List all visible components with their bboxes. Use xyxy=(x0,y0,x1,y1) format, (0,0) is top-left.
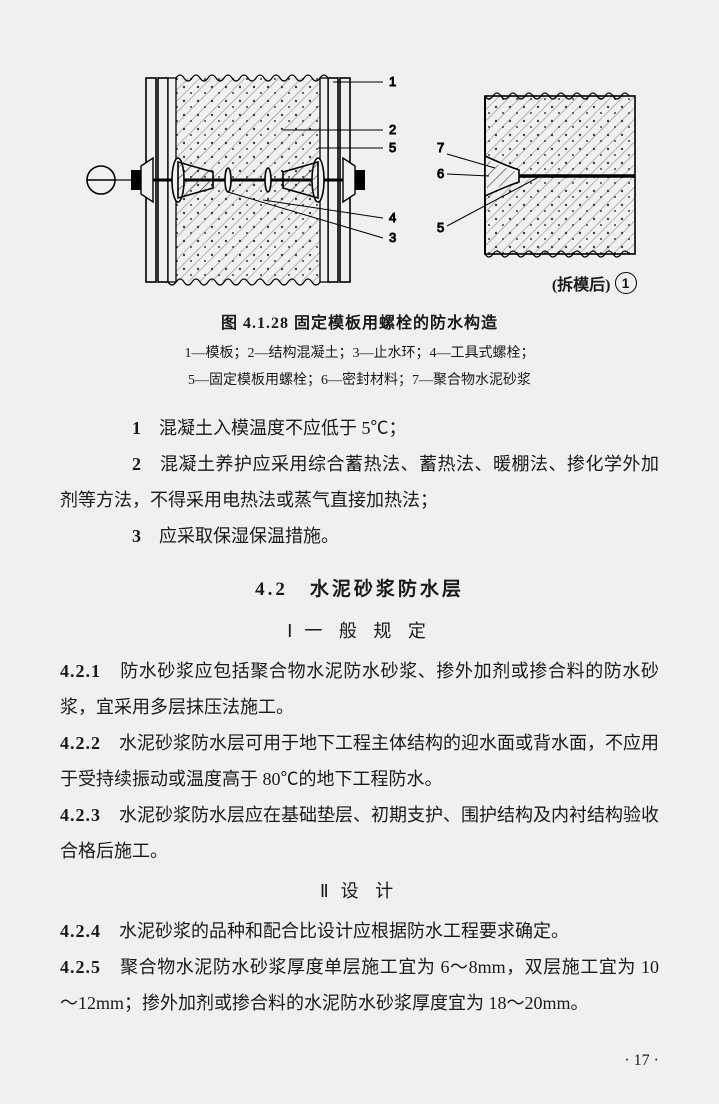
p424-label: 4.2.4 xyxy=(60,921,101,941)
clause-1: 1 混凝土入模温度不应低于 5℃； xyxy=(60,410,659,446)
para-422: 4.2.2 水泥砂浆防水层可用于地下工程主体结构的迎水面或背水面，不应用于受持续… xyxy=(60,725,659,797)
leader-5a: 5 xyxy=(389,140,396,155)
clause-3-text: 应采取保湿保温措施。 xyxy=(159,526,339,546)
sub2-title: 设 计 xyxy=(341,881,400,901)
figure-right: 7 6 5 xyxy=(437,90,637,265)
figure-title: 图 4.1.28 固定模板用螺栓的防水构造 xyxy=(60,309,659,333)
leader-r7: 7 xyxy=(437,140,444,155)
para-425: 4.2.5 聚合物水泥防水砂浆厚度单层施工宜为 6～8mm，双层施工宜为 10～… xyxy=(60,949,659,1021)
subsection-2: Ⅱ 设 计 xyxy=(60,877,659,903)
leader-1: 1 xyxy=(389,74,396,89)
para-423: 4.2.3 水泥砂浆防水层应在基础垫层、初期支护、围护结构及内衬结构验收合格后施… xyxy=(60,797,659,869)
subsection-1: Ⅰ 一 般 规 定 xyxy=(60,617,659,643)
p421-text: 防水砂浆应包括聚合物水泥防水砂浆、掺外加剂或掺合料的防水砂浆，宜采用多层抹压法施… xyxy=(60,661,659,717)
leader-r6: 6 xyxy=(437,166,444,181)
section-num: 4.2 xyxy=(255,579,288,600)
clause-1-text: 混凝土入模温度不应低于 5℃； xyxy=(159,418,407,438)
p422-label: 4.2.2 xyxy=(60,733,101,753)
para-424: 4.2.4 水泥砂浆的品种和配合比设计应根据防水工程要求确定。 xyxy=(60,913,659,949)
clause-3-num: 3 xyxy=(96,518,141,554)
figure-right-svg: 7 6 5 xyxy=(437,90,637,260)
section-title: 4.2 水泥砂浆防水层 xyxy=(60,574,659,601)
sub1-title: 一 般 规 定 xyxy=(304,621,432,641)
p425-text: 聚合物水泥防水砂浆厚度单层施工宜为 6～8mm，双层施工宜为 10～12mm；掺… xyxy=(60,957,659,1013)
page-number: · 17 · xyxy=(624,1052,659,1070)
clause-2-num: 2 xyxy=(96,446,141,482)
sub2-roman: Ⅱ xyxy=(320,881,329,901)
legend-line-1: 1—模板；2—结构混凝土；3—止水环；4—工具式螺栓； xyxy=(60,341,659,368)
p422-text: 水泥砂浆防水层可用于地下工程主体结构的迎水面或背水面，不应用于受持续振动或温度高… xyxy=(60,733,659,789)
p424-text: 水泥砂浆的品种和配合比设计应根据防水工程要求确定。 xyxy=(119,921,569,941)
leader-3: 3 xyxy=(389,230,396,245)
p423-label: 4.2.3 xyxy=(60,805,101,825)
section-name: 水泥砂浆防水层 xyxy=(310,579,464,600)
p423-text: 水泥砂浆防水层应在基础垫层、初期支护、围护结构及内衬结构验收合格后施工。 xyxy=(60,805,659,861)
figure-left-svg: 1 2 5 4 3 xyxy=(83,70,413,290)
figures-row: 1 2 5 4 3 xyxy=(60,70,659,295)
p425-label: 4.2.5 xyxy=(60,957,101,977)
clause-3: 3 应采取保湿保温措施。 xyxy=(60,518,659,554)
clause-1-num: 1 xyxy=(96,410,141,446)
clause-2: 2 混凝土养护应采用综合蓄热法、蓄热法、暖棚法、掺化学外加剂等方法，不得采用电热… xyxy=(60,446,659,518)
leader-2: 2 xyxy=(389,122,396,137)
after-circled: 1 xyxy=(615,272,637,294)
leader-r5: 5 xyxy=(437,220,444,235)
legend-line-2: 5—固定模板用螺栓；6—密封材料；7—聚合物水泥砂浆 xyxy=(60,368,659,395)
figure-right-wrap: 7 6 5 (拆模后) 1 xyxy=(437,90,637,295)
para-421: 4.2.1 防水砂浆应包括聚合物水泥防水砂浆、掺外加剂或掺合料的防水砂浆，宜采用… xyxy=(60,653,659,725)
p421-label: 4.2.1 xyxy=(60,661,101,681)
clause-2-text: 混凝土养护应采用综合蓄热法、蓄热法、暖棚法、掺化学外加剂等方法，不得采用电热法或… xyxy=(60,454,659,510)
figure-after-caption: (拆模后) 1 xyxy=(437,271,637,295)
leader-4: 4 xyxy=(389,210,396,225)
after-label: (拆模后) xyxy=(552,271,611,295)
sub1-roman: Ⅰ xyxy=(287,621,292,641)
figure-legend: 1—模板；2—结构混凝土；3—止水环；4—工具式螺栓； 5—固定模板用螺栓；6—… xyxy=(60,341,659,394)
figure-left: 1 2 5 4 3 xyxy=(83,70,413,295)
